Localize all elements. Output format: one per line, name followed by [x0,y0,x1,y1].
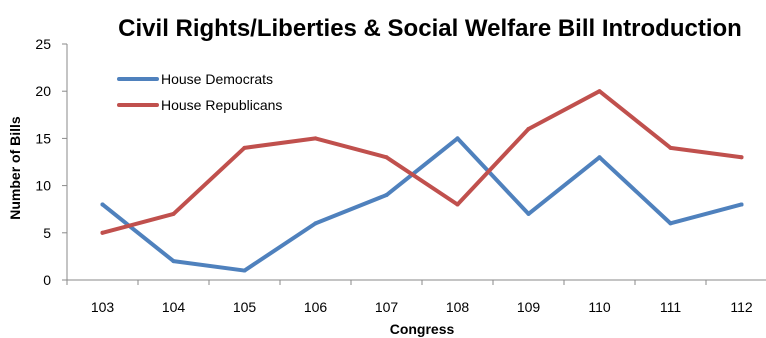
series-line [100,136,744,273]
data-point [242,268,247,273]
data-point [526,126,531,131]
data-point [455,202,460,207]
x-axis-ticks: 103 104 105 106 107 108 109 110 111 112 [66,280,753,315]
x-tick-label: 108 [446,299,470,315]
y-tick-label: 10 [35,178,51,194]
x-axis-label: Congress [390,321,455,337]
y-tick-label: 25 [35,36,51,52]
data-point [668,221,673,226]
data-point [100,230,105,235]
data-point [313,136,318,141]
data-point [384,193,389,198]
x-tick-label: 105 [233,299,257,315]
y-tick-label: 20 [35,83,51,99]
data-point [597,155,602,160]
x-tick-label: 109 [517,299,541,315]
y-tick-label: 0 [43,272,51,288]
data-point [171,211,176,216]
x-tick-label: 110 [588,299,611,315]
series-1 [100,89,744,235]
x-tick-label: 107 [375,299,399,315]
data-point [597,89,602,94]
data-point [455,136,460,141]
x-tick-label: 103 [91,299,115,315]
legend-label: House Republicans [161,97,282,113]
data-point [100,202,105,207]
chart-title: Civil Rights/Liberties & Social Welfare … [118,15,742,42]
y-axis-label: Number of Bills [7,116,23,220]
data-point [739,202,744,207]
data-point [313,221,318,226]
data-point [526,211,531,216]
series-line [100,89,744,235]
data-point [668,145,673,150]
y-axis-ticks: 0 5 10 15 20 25 [35,36,67,288]
legend-label: House Democrats [161,71,273,87]
legend: House Democrats House Republicans [117,71,282,113]
data-point [171,259,176,264]
data-point [384,155,389,160]
y-tick-label: 15 [35,130,51,146]
x-tick-label: 106 [304,299,328,315]
data-point [242,145,247,150]
data-point [739,155,744,160]
x-tick-label: 111 [660,299,681,315]
x-tick-label: 104 [162,299,186,315]
y-tick-label: 5 [43,225,51,241]
series-0 [100,136,744,273]
x-tick-label: 112 [730,299,753,315]
series-lines [100,89,744,273]
